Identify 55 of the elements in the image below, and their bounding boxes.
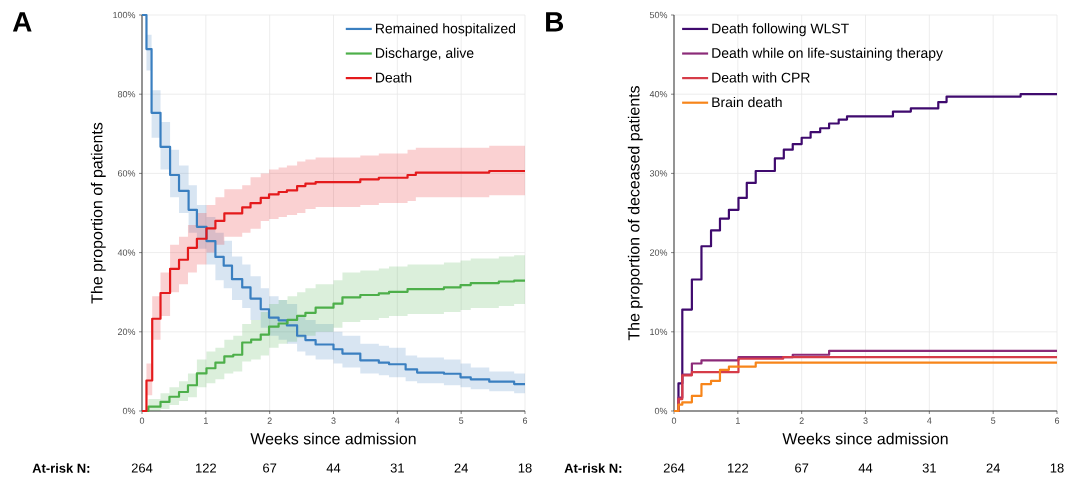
y-tick-label: 100% xyxy=(113,11,136,19)
y-tick-label: 0% xyxy=(654,407,668,415)
text: At-risk N: xyxy=(32,463,90,473)
y-axis-title: The proportion of patients xyxy=(90,122,106,304)
legend-label: Remained hospitalized xyxy=(376,23,516,37)
x-tick-label: 3 xyxy=(331,417,336,424)
legend-label: Death with CPR xyxy=(712,72,810,83)
x-tick-label: 2 xyxy=(267,417,272,424)
chart-title: B xyxy=(546,12,564,32)
x-tick-label: 6 xyxy=(522,417,528,424)
legend-label: Death following WLST xyxy=(712,23,849,37)
y-axis-title: The proportion of deceased patients xyxy=(627,86,643,341)
text: 18 xyxy=(1050,463,1064,473)
x-tick-label: 1 xyxy=(736,417,740,424)
y-tick-label: 50% xyxy=(649,11,668,19)
legend-label: Death xyxy=(376,72,412,83)
y-tick-label: 20% xyxy=(117,328,136,335)
legend-label: Death while on life-sustaining therapy xyxy=(712,47,943,61)
x-tick-label: 3 xyxy=(863,417,868,424)
text: 44 xyxy=(858,463,873,473)
text: At-risk N: xyxy=(564,463,622,473)
y-tick-label: 10% xyxy=(650,328,668,335)
chart-title: A xyxy=(12,12,32,32)
text: 122 xyxy=(196,463,216,473)
x-tick-label: 0 xyxy=(671,417,677,424)
text: 67 xyxy=(795,463,809,473)
text: 122 xyxy=(728,463,748,473)
y-tick-label: 30% xyxy=(649,170,668,177)
x-tick-label: 5 xyxy=(459,417,464,424)
y-tick-label: 80% xyxy=(117,91,136,98)
x-tick-label: 4 xyxy=(927,417,932,424)
y-tick-label: 60% xyxy=(117,170,136,177)
y-tick-label: 20% xyxy=(649,249,668,256)
text: 67 xyxy=(263,463,277,473)
text: 44 xyxy=(326,463,341,473)
x-tick-label: 4 xyxy=(395,417,400,424)
text: 24 xyxy=(986,463,1000,473)
x-tick-label: 2 xyxy=(799,417,804,424)
text: 24 xyxy=(454,463,468,473)
legend-label: Brain death xyxy=(712,96,782,108)
x-axis-title: Weeks since admission xyxy=(782,432,948,445)
y-tick-label: 0% xyxy=(122,407,136,415)
x-axis-title: Weeks since admission xyxy=(250,432,416,445)
text: 264 xyxy=(131,463,153,473)
text: 31 xyxy=(922,463,936,473)
x-tick-label: 1 xyxy=(204,417,208,424)
y-tick-label: 40% xyxy=(649,91,668,98)
text: 264 xyxy=(663,463,685,473)
y-tick-label: 40% xyxy=(117,249,136,256)
legend-label: Discharge, alive xyxy=(376,47,474,61)
x-tick-label: 5 xyxy=(991,417,996,424)
x-tick-label: 6 xyxy=(1054,417,1060,424)
x-tick-label: 0 xyxy=(139,417,145,424)
text: 18 xyxy=(518,463,532,473)
text: 31 xyxy=(390,463,404,473)
